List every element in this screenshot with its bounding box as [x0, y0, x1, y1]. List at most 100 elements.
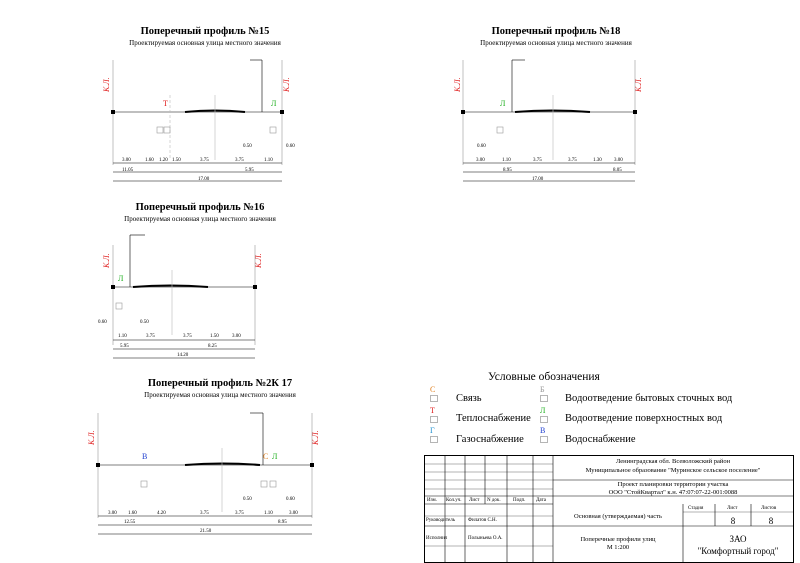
legend-box-poverkhnostnye [540, 416, 548, 423]
legend-label-bytovye: Водоотведение бытовых сточных вод [565, 393, 733, 404]
p15-kl-right: К.Л. [282, 77, 291, 93]
col-koluch: Кол.уч. [446, 498, 462, 503]
name-executor: Полыньева О.А. [468, 536, 503, 541]
dim: 3.00 [122, 158, 131, 163]
dim: 1.10 [264, 158, 273, 163]
legend-letter-gaz: Г [430, 426, 435, 435]
sheets-count: 8 [768, 516, 774, 526]
dim: 3.00 [476, 158, 485, 163]
dim: 8.95 [278, 520, 287, 525]
p18-kl-right: К.Л. [634, 77, 643, 93]
dim: 1.50 [210, 334, 219, 339]
profile-16-drawing [112, 234, 256, 359]
dim: 3.75 [146, 334, 155, 339]
p16-kl-right: К.Л. [254, 253, 263, 269]
profile-15-drawing [112, 59, 283, 182]
col-list: Лист [469, 498, 480, 503]
role-executor: Исполнил [426, 536, 448, 541]
legend-box-voda [540, 436, 548, 443]
p2k17-tag-l: Л [272, 452, 278, 461]
profile-2k17-subtitle: Проектируемая основная улица местного зн… [144, 391, 296, 399]
legend-box-gaz [430, 436, 438, 443]
p16-tag-l: Л [118, 274, 124, 283]
dim: 17.00 [198, 177, 210, 182]
dim: 0.60 [477, 144, 486, 149]
dim: 11.05 [122, 168, 134, 173]
legend-label-poverkhnostnye: Водоотведение поверхностных вод [565, 413, 723, 424]
org-line-1: Ленинградская обл. Всеволожский район [615, 458, 731, 465]
profile-18-drawing [462, 59, 636, 182]
p2k17-tag-v: В [142, 452, 147, 461]
dim: 0.60 [98, 320, 107, 325]
profile-16-subtitle: Проектируемая основная улица местного зн… [124, 215, 276, 223]
profile-2k17-title: Поперечный профиль №2К 17 [147, 378, 293, 389]
p16-kl-left: К.Л. [102, 253, 111, 269]
dim: 3.00 [289, 511, 298, 516]
dim: 1.30 [593, 158, 602, 163]
stage-label: Стадия [688, 506, 704, 511]
role-head: Руководитель [426, 518, 456, 523]
dim: 0.60 [286, 144, 295, 149]
legend-label-svyaz: Связь [456, 393, 482, 404]
legend-title: Условные обозначения [488, 371, 600, 383]
legend-letter-teplo: Т [430, 406, 435, 415]
profile-16-title: Поперечный профиль №16 [135, 202, 265, 213]
col-ndok: N док. [487, 498, 501, 503]
dim: 5.95 [245, 168, 254, 173]
dim: 1.60 [145, 158, 154, 163]
dim: 3.00 [614, 158, 623, 163]
dim: 1.10 [118, 334, 127, 339]
dim: 1.10 [264, 511, 273, 516]
dim: 1.60 [128, 511, 137, 516]
legend-box-svyaz [430, 395, 438, 402]
drawing-scale: М 1:200 [606, 544, 630, 551]
dim: 3.75 [183, 334, 192, 339]
col-podp: Подп. [513, 498, 526, 503]
dim: 3.00 [108, 511, 117, 516]
profile-18-subtitle: Проектируемая основная улица местного зн… [480, 39, 632, 47]
legend-box-teplo [430, 416, 438, 423]
p18-kl-left: К.Л. [453, 77, 462, 93]
dim: 8.25 [208, 344, 217, 349]
dim: 3.00 [232, 334, 241, 339]
project-line-1: Проект планировки территории участка [617, 481, 729, 488]
dim: 4.20 [157, 511, 166, 516]
legend-label-gaz: Газоснабжение [456, 434, 524, 445]
company-line-2: "Комфортный город" [697, 546, 779, 556]
legend-label-voda: Водоснабжение [565, 434, 636, 445]
project-line-2: ООО "СтойКвартал" к.н. 47:07:07-22-001:0… [608, 489, 738, 496]
dim: 14.20 [177, 353, 189, 358]
legend-box-bytovye [540, 395, 548, 402]
profile-15-title: Поперечный профиль №15 [140, 26, 270, 37]
profile-2k17-drawing [97, 412, 313, 535]
sheets-label: Листов [761, 506, 777, 511]
dim: 8.95 [503, 168, 512, 173]
dim: 17.00 [532, 177, 544, 182]
dim: 3.75 [200, 511, 209, 516]
dim: 5.95 [120, 344, 129, 349]
org-line-2: Муниципальное образование "Муринское сел… [585, 467, 761, 474]
dim: 21.50 [200, 529, 212, 534]
p2k17-kl-left: К.Л. [87, 430, 96, 446]
dim: 0.50 [243, 497, 252, 502]
col-izm: Изм. [427, 498, 437, 503]
legend-letter-bytovye: Б [540, 385, 545, 394]
dim: 3.75 [568, 158, 577, 163]
dim: 1.50 [172, 158, 181, 163]
name-head: Филатов С.Н. [468, 518, 497, 523]
sheet-label: Лист [727, 506, 738, 511]
dim: 0.60 [286, 497, 295, 502]
profile-18-title: Поперечный профиль №18 [491, 26, 621, 37]
title-block-grid [425, 456, 793, 562]
p15-kl-left: К.Л. [102, 77, 111, 93]
p15-tag-l: Л [271, 99, 277, 108]
dim: 8.05 [613, 168, 622, 173]
legend-letter-voda: В [540, 426, 546, 435]
dim: 3.75 [235, 511, 244, 516]
dim: 1.20 [159, 158, 168, 163]
dim: 1.10 [502, 158, 511, 163]
profile-15-subtitle: Проектируемая основная улица местного зн… [129, 39, 281, 47]
p18-tag-l: Л [500, 99, 506, 108]
legend-letter-poverkhnostnye: Л [540, 406, 546, 415]
